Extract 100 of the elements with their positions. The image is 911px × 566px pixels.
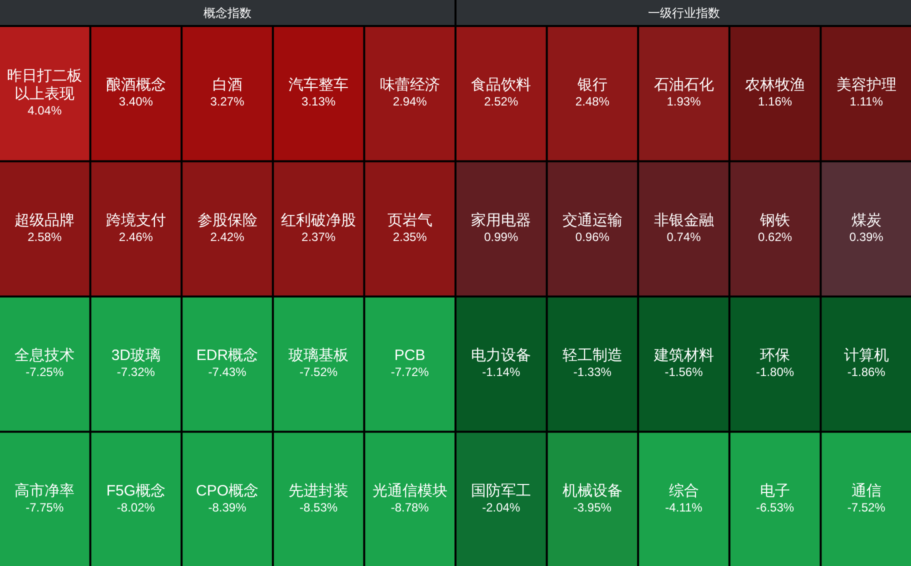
category-label: CPO概念 [196,482,259,500]
category-label: 先进封装 [288,482,349,500]
cell: 美容护理 1.11% [822,27,911,160]
category-label: 机械设备 [562,482,622,500]
data-label: 2.35% [392,230,428,244]
data-label: 0.99% [484,230,518,244]
category-label: 家用电器 [471,212,532,229]
data-label: -7.32% [116,365,156,380]
cell: 光通信模块 -8.78% [365,432,454,566]
category-label: 综合 [668,482,699,500]
category-label: 轻工制造 [562,347,622,364]
title: 一级行业指数 [648,6,720,20]
data-label: 0.96% [575,230,610,244]
data-label: -8.02% [116,500,156,514]
category-label: 美容护理 [836,76,896,94]
category-label: 非银金融 [654,212,714,229]
category-label: 全息技术 [14,347,75,364]
data-label: 3.40% [118,94,154,109]
category-label: 跨境支付 [106,212,166,229]
cell: 全息技术 -7.25% [0,298,90,431]
data-label: -7.72% [390,365,430,380]
data-label: -3.95% [573,500,612,514]
data-label: -7.52% [847,500,886,514]
data-label: -8.39% [208,500,247,514]
cell: 农林牧渔 1.16% [730,27,820,160]
data-label: 1.93% [666,94,702,109]
cell: 非银金融 0.74% [639,162,728,296]
category-label: 钢铁 [759,212,790,229]
data-label: -7.52% [300,365,338,380]
cell: 电力设备 -1.14% [456,298,546,431]
category-label: 电子 [760,482,790,500]
data-label: -1.86% [847,365,886,380]
category-label: 汽车整车 [288,76,349,94]
data-label: 2.46% [118,230,154,244]
data-label: 2.42% [210,230,245,244]
category-label: 电力设备 [471,347,532,364]
data-label: 3.27% [210,94,245,109]
data-label: 1.16% [758,94,792,109]
cell: F5G概念 -8.02% [91,432,181,566]
data-label: -8.78% [390,500,430,514]
data-label: -7.43% [208,365,247,380]
cell: 跨境支付 2.46% [91,162,181,296]
category-label: F5G概念 [106,482,166,500]
data-label: -6.53% [756,500,794,514]
category-label: PCB [394,347,426,364]
cell: 通信 -7.52% [822,432,911,566]
cell: 交通运输 0.96% [548,162,638,296]
title: 概念指数 [203,6,252,20]
cell: 煤炭 0.39% [822,162,911,296]
data-label: 1.11% [850,94,884,109]
cell: CPO概念 -8.39% [182,432,272,566]
category-label: 页岩气 [387,212,432,229]
cell: 计算机 -1.86% [822,298,911,431]
cell: 食品饮料 2.52% [456,27,546,160]
data-label: -8.53% [300,500,338,514]
cell: 味蕾经济 2.94% [365,27,454,160]
category-label: 食品饮料 [471,76,532,94]
cell: 综合 -4.11% [639,432,728,566]
data-label: 2.48% [575,94,610,109]
category-label: 建筑材料 [652,347,714,364]
category-label: 环保 [760,347,790,364]
category-label: 玻璃基板 [288,347,349,364]
category-label: 煤炭 [851,212,882,229]
cell: 3D玻璃 -7.32% [91,298,181,431]
data-label: 3.13% [302,94,336,109]
data-label: -4.11% [665,500,703,514]
cell: 钢铁 0.62% [730,162,820,296]
cell: 红利破净股 2.37% [274,162,364,296]
cell: 昨日打二板以上表现 4.04% [0,27,90,160]
category-label: 国防军工 [471,482,532,500]
data-label: 0.62% [758,230,792,244]
cell: 玻璃基板 -7.52% [274,298,364,431]
cell: 先进封装 -8.53% [274,432,364,566]
category-label: 光通信模块 [372,482,448,500]
category-label: 参股保险 [197,212,258,229]
data-label: -7.75% [26,500,64,514]
data-label: 4.04% [28,104,62,118]
data-label: 0.74% [666,230,702,244]
cell: 超级品牌 2.58% [0,162,90,296]
data-label: 2.94% [392,94,428,109]
cell: 页岩气 2.35% [365,162,454,296]
category-label: 白酒 [212,76,242,94]
category-label: 酿酒概念 [106,76,166,94]
cell: 石油石化 1.93% [639,27,728,160]
category-label: 红利破净股 [281,212,356,229]
cell: 酿酒概念 3.40% [91,27,181,160]
data-label: -1.80% [756,365,794,380]
cell: 汽车整车 3.13% [274,27,364,160]
data-label: -1.33% [573,365,612,380]
cell: 建筑材料 -1.56% [639,298,728,431]
data-label: -1.14% [482,365,520,380]
category-label: 味蕾经济 [380,76,440,94]
cell: 高市净率 -7.75% [0,432,90,566]
cell: 电子 -6.53% [730,432,820,566]
category-label: 通信 [851,482,882,500]
cell: 国防军工 -2.04% [456,432,546,566]
category-label: 高市净率 [14,482,75,500]
cell: 参股保险 2.42% [182,162,272,296]
category-label: 昨日打二板以上表现 [7,68,82,103]
data-label: -2.04% [482,500,520,514]
